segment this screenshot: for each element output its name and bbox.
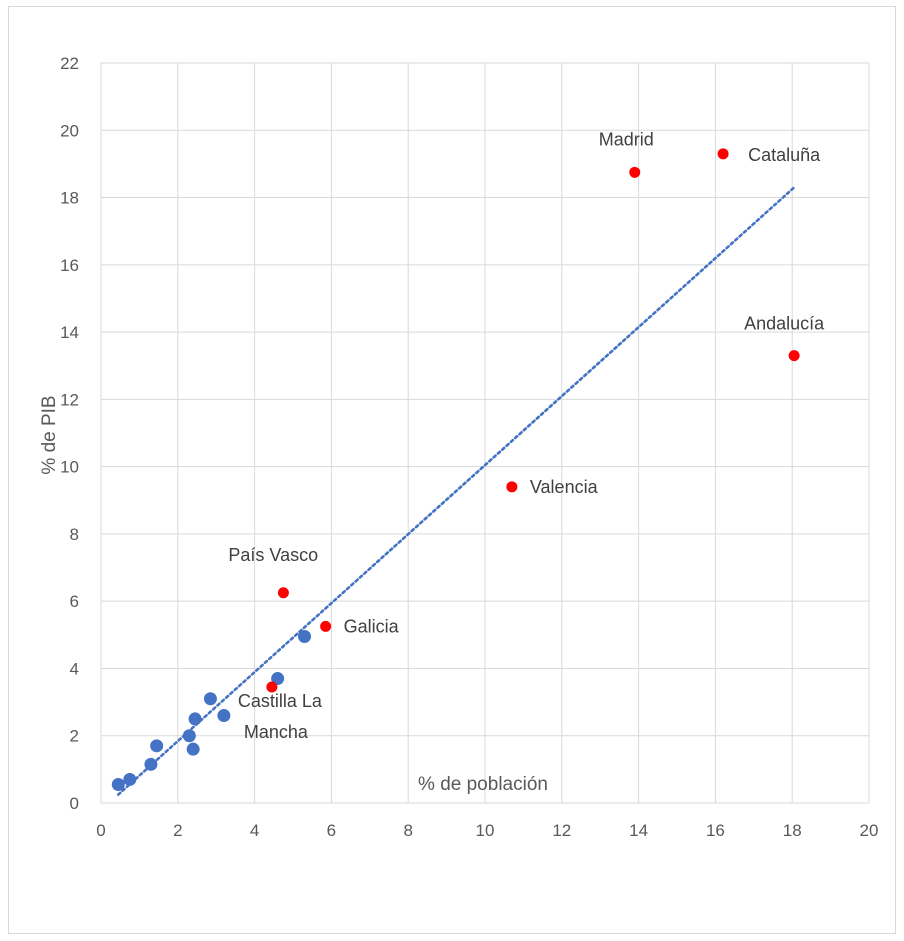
data-point-blue (111, 778, 125, 791)
y-tick-label: 14 (60, 323, 79, 342)
grid-lines (100, 62, 870, 804)
data-point-red (788, 350, 800, 362)
y-tick-label: 20 (60, 121, 79, 140)
point-labels: Castilla La Mancha País Vasco Galicia Valenc… (228, 129, 825, 742)
data-point-blue (188, 712, 202, 726)
y-tick-label: 6 (70, 592, 79, 611)
y-tick-label: 4 (70, 659, 79, 678)
data-point-red (320, 620, 332, 632)
y-tick-label: 0 (70, 794, 79, 813)
point-label: Madrid (599, 129, 654, 149)
data-points (111, 148, 800, 791)
point-label: Galicia (344, 616, 400, 636)
x-tick-label: 0 (96, 821, 105, 840)
trendline (116, 186, 796, 796)
data-point-blue (144, 757, 158, 771)
data-point-blue (150, 739, 164, 753)
x-tick-label: 16 (706, 821, 725, 840)
x-tick-label: 6 (327, 821, 336, 840)
point-label: País Vasco (228, 545, 318, 565)
x-tick-label: 14 (629, 821, 648, 840)
y-tick-label: 10 (60, 458, 79, 477)
data-point-blue (182, 729, 196, 743)
y-tick-label: 8 (70, 525, 79, 544)
data-point-red (629, 166, 641, 178)
chart-frame (8, 6, 896, 934)
tick-labels: 0 2 4 6 8 10 12 14 16 18 20 0 2 4 6 8 10 12 14 16 18 20 22 (60, 54, 878, 840)
data-point-red (266, 681, 278, 693)
x-tick-label: 12 (552, 821, 571, 840)
data-point-blue (123, 772, 137, 786)
x-tick-label: 8 (403, 821, 412, 840)
point-label: Castilla La Mancha (238, 691, 323, 742)
point-label-line: Castilla La (238, 691, 323, 711)
point-label: Valencia (530, 477, 599, 497)
x-tick-label: 10 (476, 821, 495, 840)
y-tick-label: 12 (60, 390, 79, 409)
data-point-blue (186, 742, 200, 756)
data-point-blue (217, 709, 231, 723)
data-point-blue (298, 630, 312, 643)
point-label-line: Mancha (244, 722, 309, 742)
x-tick-label: 4 (250, 821, 259, 840)
point-label: Cataluña (748, 145, 821, 165)
data-point-red (506, 481, 518, 493)
x-tick-label: 2 (173, 821, 182, 840)
x-axis-title: % de población (418, 774, 548, 795)
trendline-layer (116, 186, 796, 796)
data-point-blue (203, 692, 217, 706)
y-tick-label: 22 (60, 54, 79, 73)
y-axis-title: % de PIB (39, 395, 60, 474)
data-point-red (717, 148, 729, 160)
point-label: Andalucía (744, 314, 825, 334)
data-point-blue (271, 672, 285, 686)
y-tick-label: 18 (60, 189, 79, 208)
y-tick-label: 16 (60, 256, 79, 275)
x-tick-label: 18 (783, 821, 802, 840)
y-tick-label: 2 (70, 727, 79, 746)
x-tick-label: 20 (860, 821, 879, 840)
data-point-red (277, 587, 289, 599)
